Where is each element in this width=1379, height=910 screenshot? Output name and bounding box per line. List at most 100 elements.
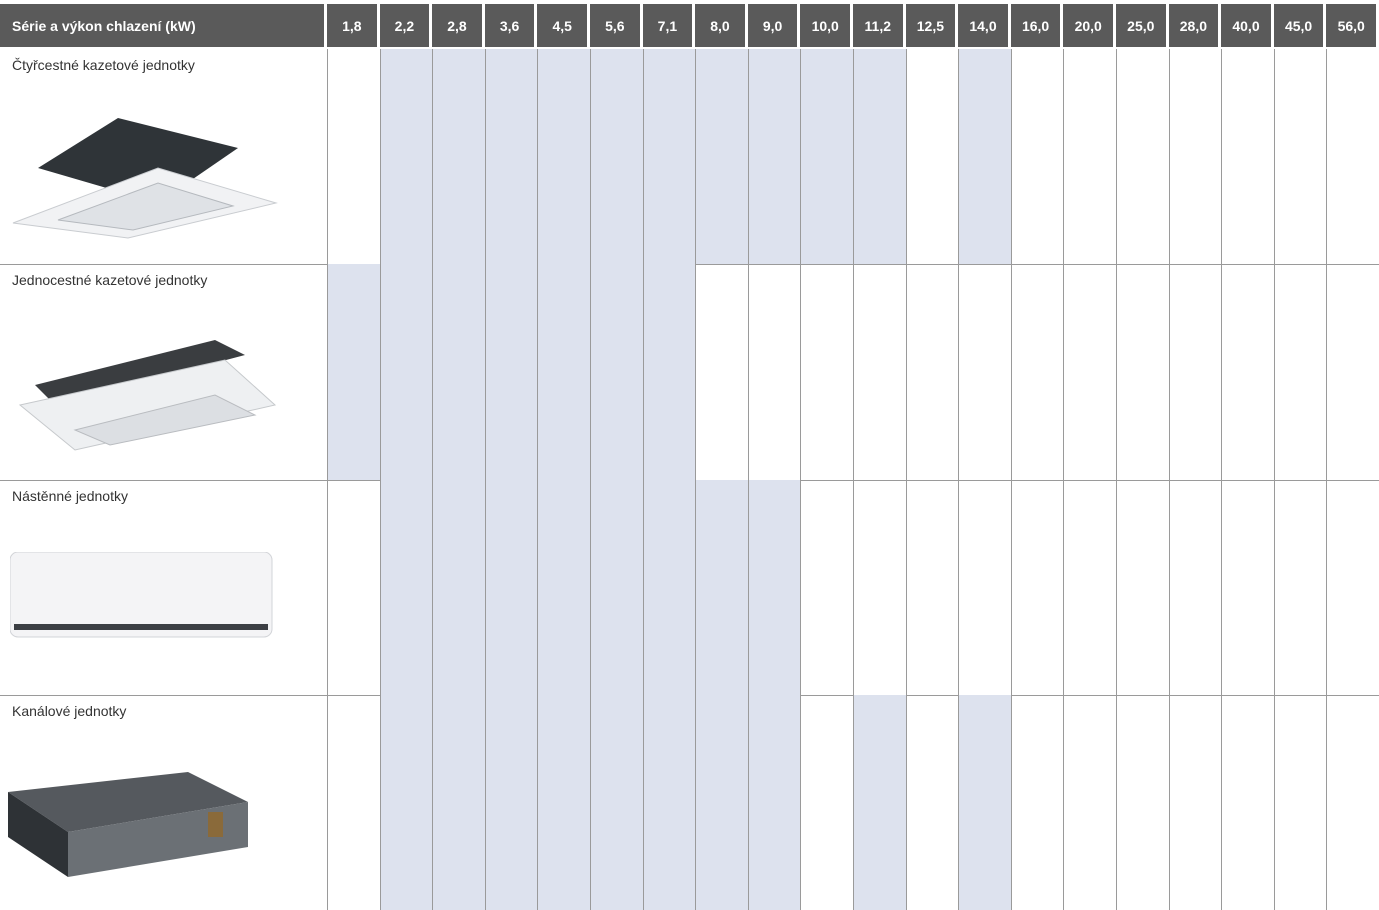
cell <box>695 264 748 479</box>
cell <box>1326 49 1379 264</box>
available-cell <box>537 480 590 695</box>
capacity-header: 28,0 <box>1169 4 1219 47</box>
cell <box>1221 264 1274 479</box>
cell <box>327 695 380 910</box>
row-label: Čtyřcestné kazetové jednotky <box>12 57 195 73</box>
cell <box>1221 695 1274 910</box>
available-cell <box>537 695 590 910</box>
available-cell <box>748 49 801 264</box>
available-cell <box>590 49 643 264</box>
available-cell <box>380 264 433 479</box>
capacity-header: 16,0 <box>1011 4 1061 47</box>
cell <box>800 695 853 910</box>
capacity-header: 1,8 <box>327 4 377 47</box>
capacity-header: 11,2 <box>853 4 903 47</box>
capacity-header: 25,0 <box>1116 4 1166 47</box>
available-cell <box>432 480 485 695</box>
capacity-header: 2,2 <box>380 4 430 47</box>
product-image <box>15 330 280 455</box>
available-cell <box>590 480 643 695</box>
capacity-header: 12,5 <box>906 4 956 47</box>
available-cell <box>432 695 485 910</box>
cell <box>1221 49 1274 264</box>
available-cell <box>643 264 696 479</box>
cell <box>327 49 380 264</box>
available-cell <box>590 695 643 910</box>
capacity-header: 20,0 <box>1063 4 1113 47</box>
cell <box>1169 695 1222 910</box>
available-cell <box>485 480 538 695</box>
cell <box>906 695 959 910</box>
available-cell <box>695 49 748 264</box>
available-cell <box>748 480 801 695</box>
capacity-header: 4,5 <box>537 4 587 47</box>
cell <box>958 264 1011 479</box>
available-cell <box>695 695 748 910</box>
cell <box>1274 695 1327 910</box>
available-cell <box>380 49 433 264</box>
cell <box>906 264 959 479</box>
cell <box>1011 264 1064 479</box>
cell <box>1011 695 1064 910</box>
cell <box>1169 264 1222 479</box>
cell <box>327 480 380 695</box>
cell <box>1116 695 1169 910</box>
capacity-header: 40,0 <box>1221 4 1271 47</box>
product-image <box>8 108 278 243</box>
capacity-header: 5,6 <box>590 4 640 47</box>
cell <box>958 480 1011 695</box>
available-cell <box>380 480 433 695</box>
available-cell <box>590 264 643 479</box>
cell <box>1274 480 1327 695</box>
available-cell <box>958 49 1011 264</box>
capacity-header: 9,0 <box>748 4 798 47</box>
cell <box>800 480 853 695</box>
available-cell <box>537 264 590 479</box>
cell <box>1169 49 1222 264</box>
cell <box>800 264 853 479</box>
available-cell <box>327 264 380 479</box>
capacity-header: 7,1 <box>643 4 693 47</box>
available-cell <box>380 695 433 910</box>
available-cell <box>643 49 696 264</box>
cell <box>1063 695 1116 910</box>
cell <box>1326 264 1379 479</box>
cell <box>748 264 801 479</box>
capacity-header: 3,6 <box>485 4 535 47</box>
cell <box>853 264 906 479</box>
cell <box>1326 480 1379 695</box>
cell <box>906 480 959 695</box>
cell <box>1116 264 1169 479</box>
cell <box>1116 49 1169 264</box>
available-cell <box>958 695 1011 910</box>
cell <box>853 480 906 695</box>
cell <box>906 49 959 264</box>
page: Kanálové jednotkyNástěnné jednotkyJednoc… <box>0 0 1379 910</box>
capacity-header: 10,0 <box>800 4 850 47</box>
available-cell <box>643 480 696 695</box>
available-cell <box>537 49 590 264</box>
row-label: Nástěnné jednotky <box>12 488 128 504</box>
capacity-header: 14,0 <box>958 4 1008 47</box>
available-cell <box>432 49 485 264</box>
cell <box>1221 480 1274 695</box>
cell <box>1326 695 1379 910</box>
product-image <box>8 762 258 882</box>
cell <box>1169 480 1222 695</box>
product-image <box>10 552 275 644</box>
header-title: Série a výkon chlazení (kW) <box>0 4 324 47</box>
available-cell <box>485 264 538 479</box>
cell <box>1116 480 1169 695</box>
capacity-header: 2,8 <box>432 4 482 47</box>
cell <box>1063 480 1116 695</box>
available-cell <box>485 695 538 910</box>
available-cell <box>643 695 696 910</box>
cell <box>1274 264 1327 479</box>
cell <box>1011 49 1064 264</box>
cell <box>1063 264 1116 479</box>
available-cell <box>432 264 485 479</box>
available-cell <box>695 480 748 695</box>
available-cell <box>485 49 538 264</box>
available-cell <box>853 49 906 264</box>
capacity-header: 45,0 <box>1274 4 1324 47</box>
